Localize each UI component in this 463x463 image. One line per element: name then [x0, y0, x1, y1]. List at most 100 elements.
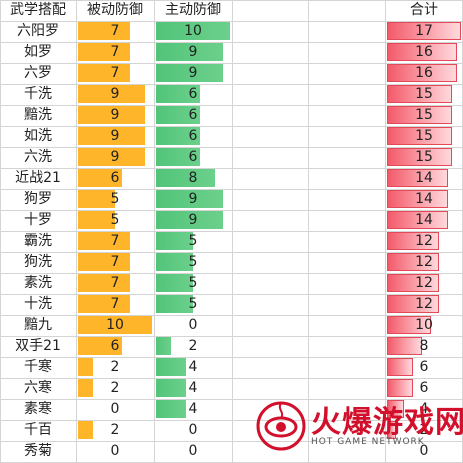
cell-total[interactable]: 6 — [387, 378, 461, 399]
cell-total[interactable]: 12 — [387, 231, 461, 252]
cell-passive[interactable]: 7 — [78, 273, 152, 294]
table-row: 如罗 7 9 16 — [0, 42, 463, 63]
cell-total[interactable]: 14 — [387, 189, 461, 210]
cell-passive[interactable]: 6 — [78, 168, 152, 189]
cell-name[interactable]: 六阳罗 — [17, 23, 59, 39]
cell-active[interactable]: 10 — [156, 21, 230, 42]
cell-name[interactable]: 十洗 — [24, 296, 52, 312]
cell-name[interactable]: 狗洗 — [24, 254, 52, 270]
cell-active[interactable]: 9 — [156, 189, 230, 210]
passive-value: 7 — [110, 44, 120, 60]
cell-active[interactable]: 9 — [156, 42, 230, 63]
cell-active[interactable]: 0 — [156, 441, 230, 462]
cell-active[interactable]: 4 — [156, 378, 230, 399]
header-active-defense[interactable]: 主动防御 — [165, 2, 221, 18]
cell-name[interactable]: 秀菊 — [24, 443, 52, 459]
header-total[interactable]: 合计 — [410, 2, 438, 18]
cell-total[interactable]: 6 — [387, 357, 461, 378]
cell-total[interactable]: 12 — [387, 273, 461, 294]
cell-active[interactable]: 5 — [156, 252, 230, 273]
cell-active[interactable]: 6 — [156, 105, 230, 126]
cell-active[interactable]: 5 — [156, 273, 230, 294]
cell-total[interactable]: 0 — [387, 441, 461, 462]
cell-name[interactable]: 千洗 — [24, 86, 52, 102]
cell-total[interactable]: 10 — [387, 315, 461, 336]
cell-active[interactable]: 6 — [156, 147, 230, 168]
passive-bar — [78, 85, 145, 103]
cell-name[interactable]: 千百 — [24, 422, 52, 438]
cell-name[interactable]: 霸洗 — [24, 233, 52, 249]
cell-total[interactable]: 14 — [387, 168, 461, 189]
cell-passive[interactable]: 9 — [78, 84, 152, 105]
cell-total[interactable]: 17 — [387, 21, 461, 42]
cell-name[interactable]: 素洗 — [24, 275, 52, 291]
cell-name[interactable]: 素寒 — [24, 401, 52, 417]
cell-total[interactable]: 12 — [387, 252, 461, 273]
cell-passive[interactable]: 5 — [78, 210, 152, 231]
cell-passive[interactable]: 2 — [78, 378, 152, 399]
cell-passive[interactable]: 7 — [78, 63, 152, 84]
cell-active[interactable]: 9 — [156, 210, 230, 231]
cell-active[interactable]: 4 — [156, 357, 230, 378]
cell-passive[interactable]: 9 — [78, 126, 152, 147]
cell-passive[interactable]: 9 — [78, 105, 152, 126]
cell-name[interactable]: 六洗 — [24, 149, 52, 165]
table-row: 千洗 9 6 15 — [0, 84, 463, 105]
cell-active[interactable]: 8 — [156, 168, 230, 189]
cell-name[interactable]: 千寒 — [24, 359, 52, 375]
cell-total[interactable]: 16 — [387, 63, 461, 84]
cell-total[interactable]: 14 — [387, 210, 461, 231]
cell-name[interactable]: 狗罗 — [24, 191, 52, 207]
cell-active[interactable]: 6 — [156, 84, 230, 105]
cell-passive[interactable]: 7 — [78, 42, 152, 63]
cell-passive[interactable]: 7 — [78, 252, 152, 273]
cell-passive[interactable]: 0 — [78, 399, 152, 420]
cell-total[interactable]: 2 — [387, 420, 461, 441]
cell-passive[interactable]: 7 — [78, 294, 152, 315]
cell-name[interactable]: 黯九 — [24, 317, 52, 333]
cell-name[interactable]: 六罗 — [24, 65, 52, 81]
active-value: 6 — [188, 149, 198, 165]
cell-active[interactable]: 9 — [156, 63, 230, 84]
cell-passive[interactable]: 5 — [78, 189, 152, 210]
cell-name[interactable]: 十罗 — [24, 212, 52, 228]
cell-total[interactable]: 8 — [387, 336, 461, 357]
cell-name[interactable]: 如罗 — [24, 44, 52, 60]
cell-total[interactable]: 15 — [387, 126, 461, 147]
cell-passive[interactable]: 9 — [78, 147, 152, 168]
header-passive-defense[interactable]: 被动防御 — [87, 2, 143, 18]
cell-passive[interactable]: 7 — [78, 231, 152, 252]
cell-active[interactable]: 0 — [156, 420, 230, 441]
cell-total[interactable]: 15 — [387, 105, 461, 126]
active-value: 8 — [188, 170, 198, 186]
cell-passive[interactable]: 0 — [78, 441, 152, 462]
cell-name[interactable]: 近战21 — [15, 170, 61, 186]
active-value: 5 — [188, 254, 198, 270]
cell-name[interactable]: 双手21 — [15, 338, 61, 354]
cell-passive[interactable]: 7 — [78, 21, 152, 42]
cell-total[interactable]: 12 — [387, 294, 461, 315]
cell-total[interactable]: 4 — [387, 399, 461, 420]
cell-passive[interactable]: 2 — [78, 420, 152, 441]
cell-active[interactable]: 2 — [156, 336, 230, 357]
cell-name[interactable]: 黯洗 — [24, 107, 52, 123]
cell-passive[interactable]: 10 — [78, 315, 152, 336]
total-bar — [387, 274, 439, 292]
active-value: 5 — [188, 296, 198, 312]
cell-name[interactable]: 六寒 — [24, 380, 52, 396]
cell-active[interactable]: 4 — [156, 399, 230, 420]
cell-active[interactable]: 0 — [156, 315, 230, 336]
cell-active[interactable]: 6 — [156, 126, 230, 147]
cell-passive[interactable]: 6 — [78, 336, 152, 357]
cell-passive[interactable]: 2 — [78, 357, 152, 378]
active-bar — [156, 106, 200, 124]
cell-total[interactable]: 15 — [387, 84, 461, 105]
total-value: 15 — [415, 107, 433, 123]
cell-active[interactable]: 5 — [156, 231, 230, 252]
header-name[interactable]: 武学搭配 — [10, 2, 66, 18]
cell-name[interactable]: 如洗 — [24, 128, 52, 144]
table-row: 千寒 2 4 6 — [0, 357, 463, 378]
cell-total[interactable]: 16 — [387, 42, 461, 63]
cell-active[interactable]: 5 — [156, 294, 230, 315]
cell-total[interactable]: 15 — [387, 147, 461, 168]
